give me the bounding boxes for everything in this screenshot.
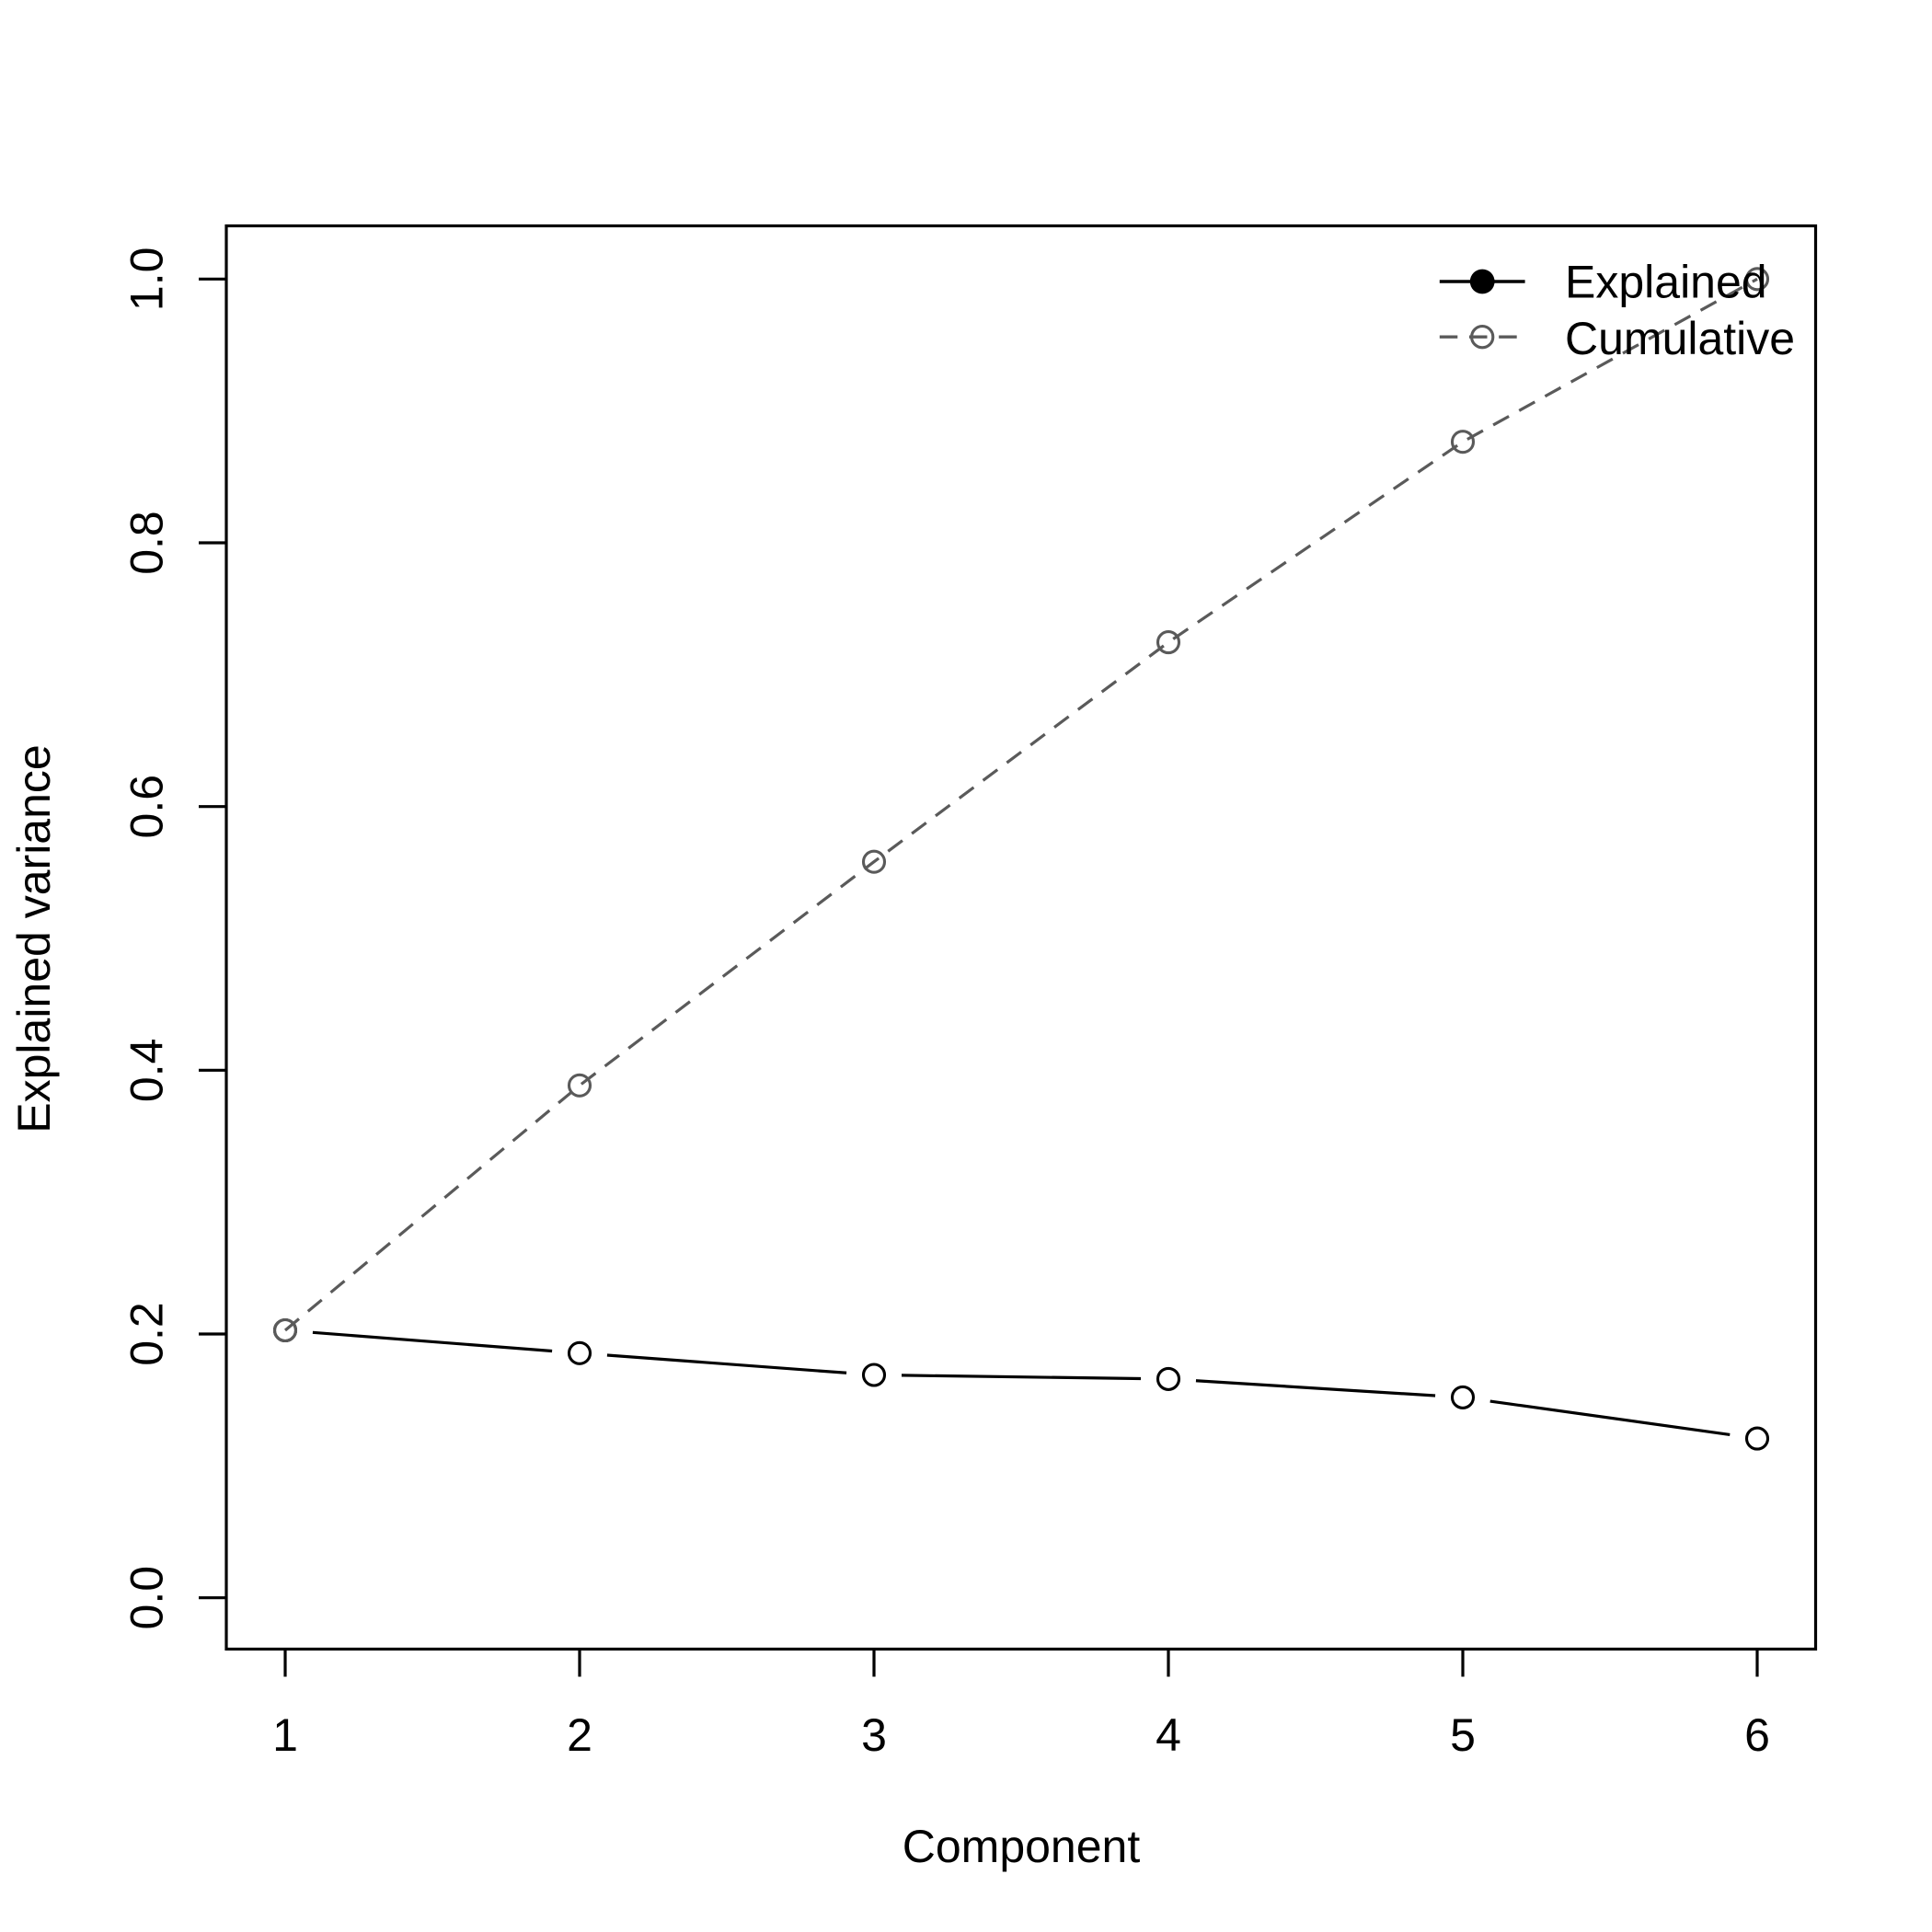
svg-text:Component: Component xyxy=(903,1821,1141,1872)
svg-text:0.8: 0.8 xyxy=(121,511,173,575)
svg-text:5: 5 xyxy=(1450,1709,1476,1761)
svg-text:2: 2 xyxy=(567,1709,592,1761)
svg-text:3: 3 xyxy=(861,1709,887,1761)
svg-text:0.6: 0.6 xyxy=(121,775,173,839)
svg-text:4: 4 xyxy=(1156,1709,1181,1761)
svg-text:0.2: 0.2 xyxy=(121,1302,173,1366)
svg-text:Cumulative: Cumulative xyxy=(1565,313,1795,364)
svg-text:0.0: 0.0 xyxy=(121,1566,173,1630)
svg-text:1: 1 xyxy=(272,1709,298,1761)
svg-text:Explained variance: Explained variance xyxy=(8,744,60,1133)
svg-text:1.0: 1.0 xyxy=(121,247,173,312)
svg-text:0.4: 0.4 xyxy=(121,1039,173,1103)
svg-text:6: 6 xyxy=(1744,1709,1770,1761)
svg-text:Explained: Explained xyxy=(1565,257,1767,308)
